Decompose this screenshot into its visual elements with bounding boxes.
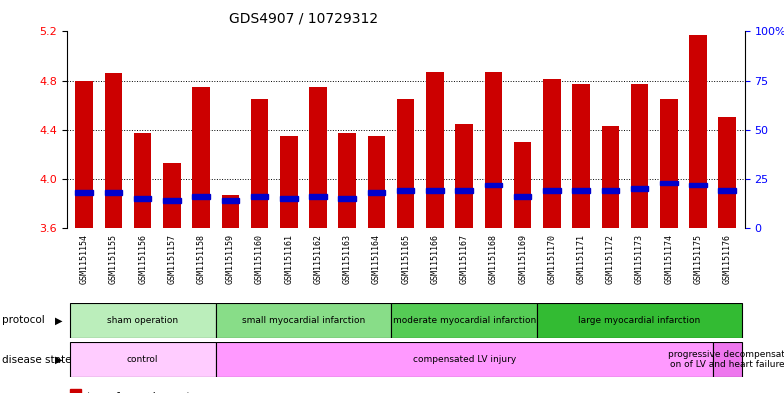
Bar <box>426 188 444 193</box>
Text: GDS4907 / 10729312: GDS4907 / 10729312 <box>230 12 379 26</box>
Text: ▶: ▶ <box>55 354 63 365</box>
Bar <box>216 342 713 377</box>
Bar <box>631 84 648 228</box>
Bar <box>660 180 677 185</box>
Bar <box>163 198 180 202</box>
Bar <box>456 188 473 193</box>
Bar <box>718 188 736 193</box>
Text: control: control <box>127 355 158 364</box>
Bar <box>309 87 327 228</box>
Bar <box>543 188 561 193</box>
Text: small myocardial infarction: small myocardial infarction <box>241 316 365 325</box>
Bar <box>75 190 93 195</box>
Bar <box>75 81 93 228</box>
Bar <box>280 136 298 228</box>
Bar <box>104 73 122 228</box>
Bar <box>485 182 503 187</box>
Bar <box>339 133 356 228</box>
Bar <box>514 142 532 228</box>
Bar <box>251 194 268 198</box>
Bar <box>713 342 742 377</box>
Bar <box>251 99 268 228</box>
Bar <box>572 84 590 228</box>
Text: large myocardial infarction: large myocardial infarction <box>579 316 701 325</box>
Bar <box>572 188 590 193</box>
Bar <box>70 342 216 377</box>
Bar <box>718 118 736 228</box>
Text: sham operation: sham operation <box>107 316 178 325</box>
Bar <box>631 186 648 191</box>
Bar <box>70 389 81 393</box>
Bar <box>368 190 385 195</box>
Bar <box>391 303 537 338</box>
Bar <box>134 133 151 228</box>
Text: progressive decompensati
on of LV and heart failure: progressive decompensati on of LV and he… <box>667 350 784 369</box>
Bar <box>339 196 356 200</box>
Bar <box>70 303 216 338</box>
Bar <box>134 196 151 200</box>
Bar <box>163 163 180 228</box>
Bar <box>426 72 444 228</box>
Bar <box>368 136 385 228</box>
Text: compensated LV injury: compensated LV injury <box>412 355 516 364</box>
Bar <box>216 303 391 338</box>
Bar <box>192 87 210 228</box>
Bar <box>222 198 239 202</box>
Bar <box>104 190 122 195</box>
Bar <box>689 35 707 228</box>
Bar <box>280 196 298 200</box>
Bar <box>192 194 210 198</box>
Bar <box>514 194 532 198</box>
Text: ▶: ▶ <box>55 315 63 325</box>
Bar <box>397 188 415 193</box>
Text: transformed count: transformed count <box>87 392 191 393</box>
Bar <box>309 194 327 198</box>
Bar <box>601 126 619 228</box>
Bar <box>397 99 415 228</box>
Bar <box>537 303 742 338</box>
Text: disease state: disease state <box>2 354 71 365</box>
Bar <box>689 182 707 187</box>
Bar <box>456 123 473 228</box>
Bar <box>660 99 677 228</box>
Bar <box>543 79 561 228</box>
Text: moderate myocardial infarction: moderate myocardial infarction <box>393 316 535 325</box>
Text: protocol: protocol <box>2 315 45 325</box>
Bar <box>485 72 503 228</box>
Bar <box>601 188 619 193</box>
Bar <box>222 195 239 228</box>
